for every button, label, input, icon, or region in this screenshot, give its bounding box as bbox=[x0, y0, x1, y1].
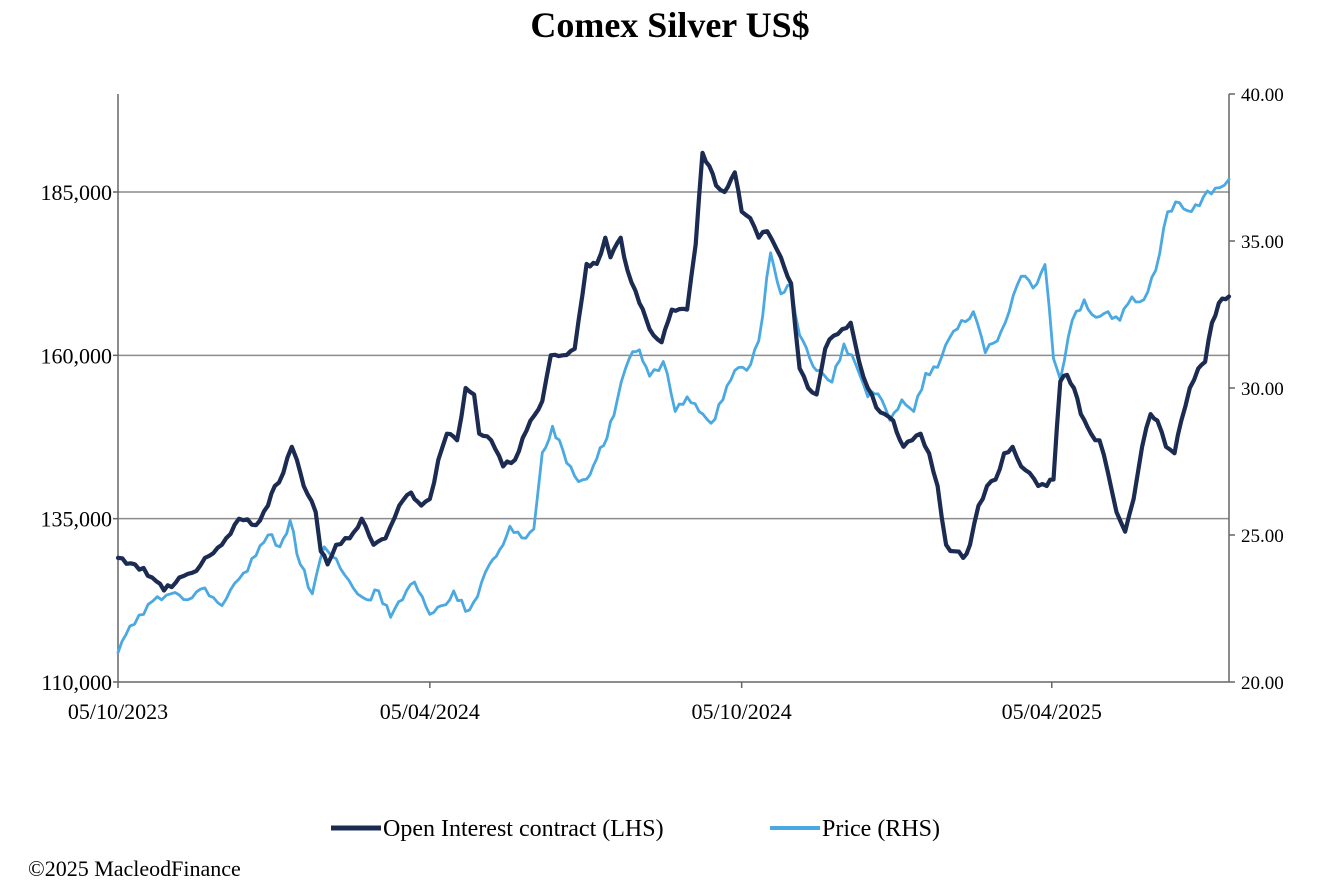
series-open-interest-line bbox=[115, 150, 1232, 593]
x-tick-label: 05/04/2024 bbox=[380, 699, 480, 724]
x-tick-label: 05/04/2025 bbox=[1002, 699, 1102, 724]
x-tick-label: 05/10/2023 bbox=[68, 699, 168, 724]
left-tick-label: 135,000 bbox=[41, 507, 113, 532]
right-tick-label: 25.00 bbox=[1241, 526, 1284, 547]
left-tick-label: 185,000 bbox=[41, 180, 113, 205]
right-tick-label: 35.00 bbox=[1241, 232, 1284, 253]
legend-label-price: Price (RHS) bbox=[822, 816, 940, 842]
right-tick-label: 40.00 bbox=[1241, 85, 1284, 106]
series-lines bbox=[115, 150, 1232, 654]
left-tick-label: 110,000 bbox=[41, 670, 112, 695]
legend-label-open-interest: Open Interest contract (LHS) bbox=[383, 816, 664, 842]
chart-title: Comex Silver US$ bbox=[530, 5, 809, 45]
axes: 110,000 135,000 160,000 185,000 20.00 25.00 30… bbox=[41, 85, 1284, 724]
legend: Open Interest contract (LHS) Price (RHS) bbox=[331, 816, 940, 842]
right-tick-label: 30.00 bbox=[1241, 379, 1284, 400]
x-tick-label: 05/10/2024 bbox=[692, 699, 792, 724]
left-tick-label: 160,000 bbox=[41, 343, 113, 368]
right-tick-label: 20.00 bbox=[1241, 673, 1284, 694]
copyright-text: ©2025 MacleodFinance bbox=[28, 856, 241, 881]
series-price-line bbox=[116, 177, 1231, 654]
gridlines bbox=[118, 191, 1229, 520]
